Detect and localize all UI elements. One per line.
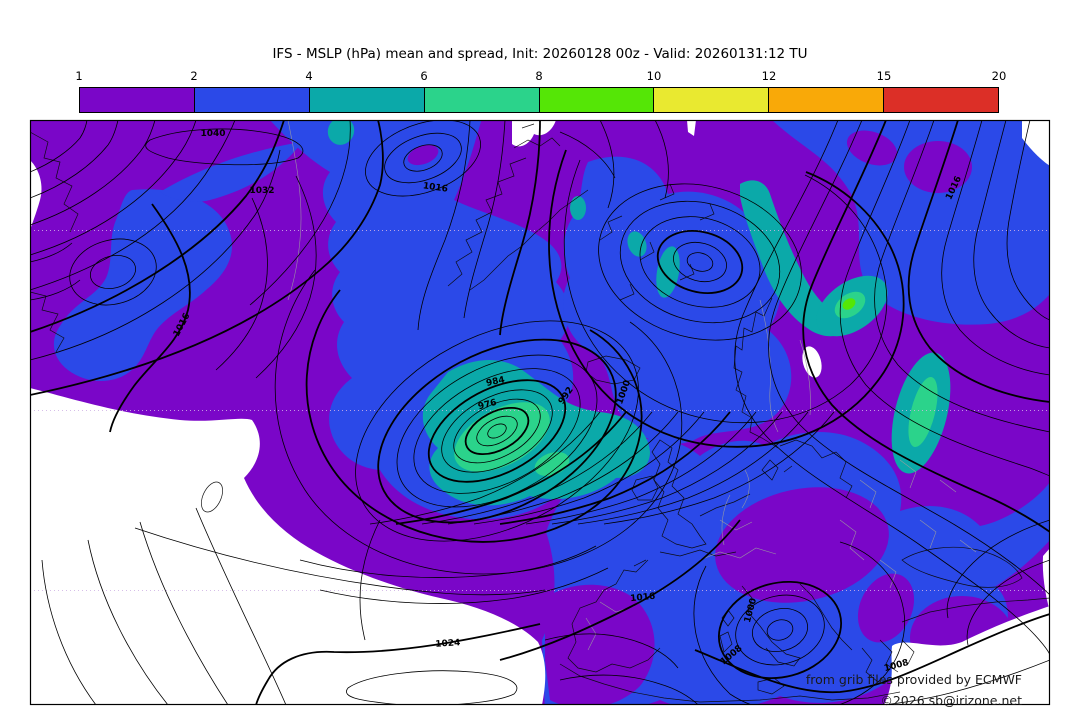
colorbar-segment bbox=[883, 88, 998, 112]
colorbar-tick-label: 12 bbox=[761, 69, 777, 83]
isobar-contours bbox=[30, 120, 1050, 705]
colorbar-segment bbox=[423, 88, 539, 112]
colorbar-segment bbox=[80, 88, 194, 112]
colorbar-tick-label: 4 bbox=[305, 69, 313, 83]
spread-fill-bright-green bbox=[842, 298, 856, 310]
pressure-label: 1016 bbox=[422, 181, 448, 194]
colorbar-tick-label: 8 bbox=[535, 69, 543, 83]
pressure-label: 1016 bbox=[630, 592, 656, 605]
pressure-label: 984 bbox=[485, 375, 505, 389]
spread-fill-white-low bbox=[30, 120, 1050, 705]
colorbar-ticks: 1 2 4 6 8 10 12 15 20 bbox=[75, 69, 1006, 85]
spread-fill-purple-patches bbox=[407, 130, 1014, 705]
colorbar-segment bbox=[768, 88, 884, 112]
pressure-label: 1024 bbox=[435, 638, 461, 650]
attribution: from grib files provided by ECMWF ©2026 … bbox=[806, 669, 1022, 712]
pressure-label: 1032 bbox=[249, 186, 274, 196]
attribution-line-1: from grib files provided by ECMWF bbox=[805, 672, 1022, 687]
colorbar-tick-label: 10 bbox=[646, 69, 662, 83]
colorbar-segment bbox=[538, 88, 654, 112]
pressure-label: 976 bbox=[477, 398, 498, 413]
page-title: IFS - MSLP (hPa) mean and spread, Init: … bbox=[272, 46, 808, 62]
colorbar-segment bbox=[653, 88, 769, 112]
attribution-line-2: ©2026 sb@irizone.net bbox=[880, 693, 1022, 709]
map-border bbox=[29, 119, 1051, 706]
colorbar-segment bbox=[308, 88, 424, 112]
colorbar-tick-label: 15 bbox=[876, 69, 892, 83]
colorbar-tick-label: 2 bbox=[190, 69, 198, 83]
colorbar-tick-label: 20 bbox=[991, 69, 1007, 83]
colorbar-tick-label: 1 bbox=[75, 69, 83, 83]
colorbar-tick-label: 6 bbox=[420, 69, 428, 83]
colorbar bbox=[79, 87, 999, 113]
pressure-label: 1040 bbox=[200, 129, 225, 139]
colorbar-segment bbox=[193, 88, 309, 112]
